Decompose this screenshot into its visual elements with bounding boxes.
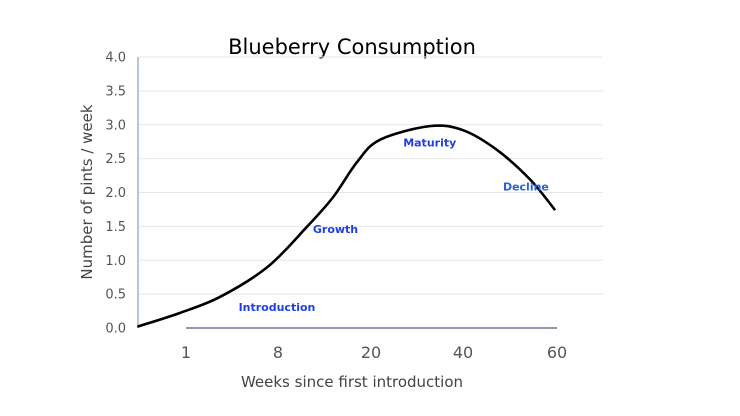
x-tick-label: 40 xyxy=(453,343,473,362)
y-tick-label: 1.5 xyxy=(105,220,126,235)
y-tick-label: 0.5 xyxy=(105,288,126,303)
phase-label-growth: Growth xyxy=(313,223,358,236)
x-axis-label: Weeks since first introduction xyxy=(241,373,463,391)
x-tick-labels: 1 8 20 40 60 xyxy=(181,343,567,362)
phase-label-maturity: Maturity xyxy=(403,136,456,149)
y-tick-label: 0.0 xyxy=(105,322,126,337)
chart-title: Blueberry Consumption xyxy=(228,35,476,59)
x-tick-label: 1 xyxy=(181,343,191,362)
y-tick-label: 3.0 xyxy=(105,118,126,133)
y-tick-labels: 0.0 0.5 1.0 1.5 2.0 2.5 3.0 3.5 4.0 xyxy=(105,51,126,337)
y-tick-label: 1.0 xyxy=(105,254,126,269)
x-tick-label: 60 xyxy=(547,343,567,362)
y-tick-label: 3.5 xyxy=(105,84,126,99)
y-tick-label: 4.0 xyxy=(105,51,126,66)
gridlines xyxy=(138,56,603,295)
x-tick-label: 20 xyxy=(361,343,381,362)
phase-labels: Introduction Growth Maturity Decline xyxy=(239,136,549,314)
phase-label-introduction: Introduction xyxy=(239,301,316,314)
y-tick-label: 2.0 xyxy=(105,186,126,201)
x-tick-label: 8 xyxy=(273,343,283,362)
phase-label-decline: Decline xyxy=(503,180,549,193)
y-axis-label: Number of pints / week xyxy=(78,104,96,279)
series-line xyxy=(136,124,557,328)
y-tick-label: 2.5 xyxy=(105,152,126,167)
